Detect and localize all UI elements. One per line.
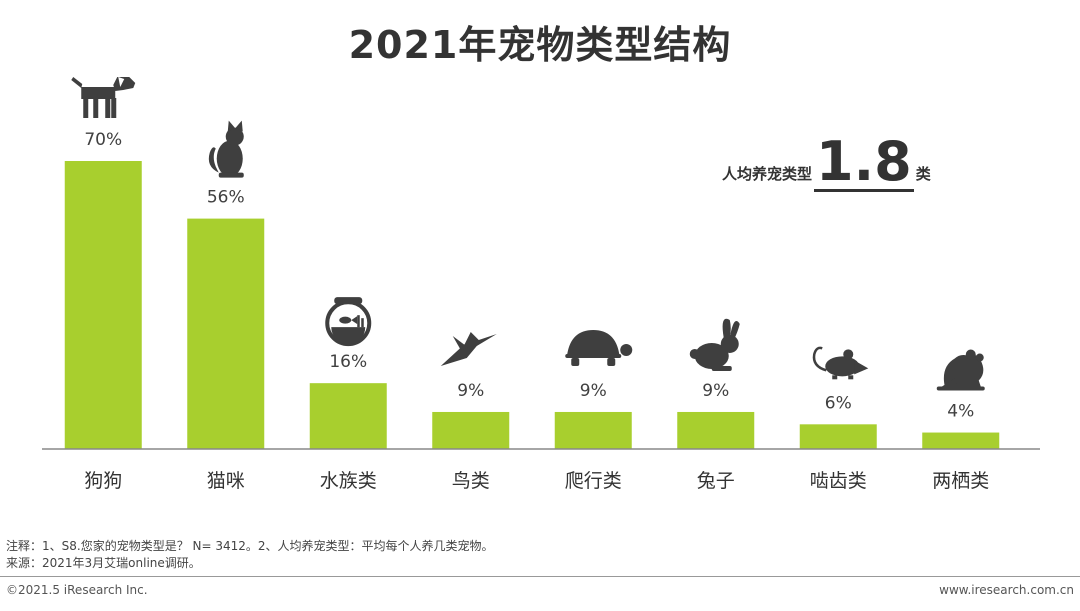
data-label-1: 70% [84,130,122,150]
data-label-7: 6% [825,393,852,413]
chart-title: 2021年宠物类型结构 [348,23,732,67]
bars-group: 70% 狗狗 56% 猫咪 16% 水族类 9% 鸟类 9% 爬行类 9% 兔子 6% 啮齿类 4% 两栖类 [64,77,1000,492]
category-label-1: 狗狗 [84,470,122,492]
category-label-5: 爬行类 [565,470,622,492]
cat-icon [208,120,244,178]
data-label-8: 4% [947,402,974,422]
category-label-3: 水族类 [320,470,377,492]
category-label-8: 两栖类 [932,470,989,492]
bar-chart: 70% 狗狗 56% 猫咪 16% 水族类 9% 鸟类 9% 爬行类 9% 兔子 6% 啮齿类 4% 两栖类 [42,77,1040,492]
fishbowl-icon [325,297,372,347]
average-value: 1.8 [814,130,914,193]
rabbit-icon [689,318,740,371]
mouse-icon [812,346,869,380]
bar-4 [432,411,510,449]
dog-icon [71,77,136,118]
category-label-6: 兔子 [697,470,735,492]
category-label-7: 啮齿类 [810,470,867,492]
bar-7 [799,424,877,449]
frog-icon [936,349,985,391]
turtle-icon [565,329,633,366]
average-label: 人均养宠类型 [722,165,813,183]
footer-divider [0,576,1080,577]
data-label-3: 16% [329,352,367,372]
bar-1 [64,161,142,449]
data-label-6: 9% [702,381,729,401]
source-line: 来源：2021年3月艾瑞online调研。 [6,556,201,570]
website: www.iresearch.com.cn [939,583,1074,597]
bar-5 [554,411,632,449]
data-label-4: 9% [457,381,484,401]
bird-icon [440,331,497,366]
bar-6 [677,411,755,449]
notes: 注释：1、S8.您家的宠物类型是？ N= 3412。2、人均养宠类型：平均每个人… [6,538,494,572]
average-pet-types: 人均养宠类型 1.8 类 [722,132,931,192]
bar-2 [187,218,265,449]
copyright: ©2021.5 iResearch Inc. [6,583,148,597]
data-label-2: 56% [207,188,245,208]
bar-3 [309,383,387,449]
average-unit: 类 [915,165,931,183]
note-line: 注释：1、S8.您家的宠物类型是？ N= 3412。2、人均养宠类型：平均每个人… [6,539,494,553]
bar-8 [922,432,1000,449]
data-label-5: 9% [580,381,607,401]
category-label-2: 猫咪 [207,470,245,492]
category-label-4: 鸟类 [452,470,490,492]
